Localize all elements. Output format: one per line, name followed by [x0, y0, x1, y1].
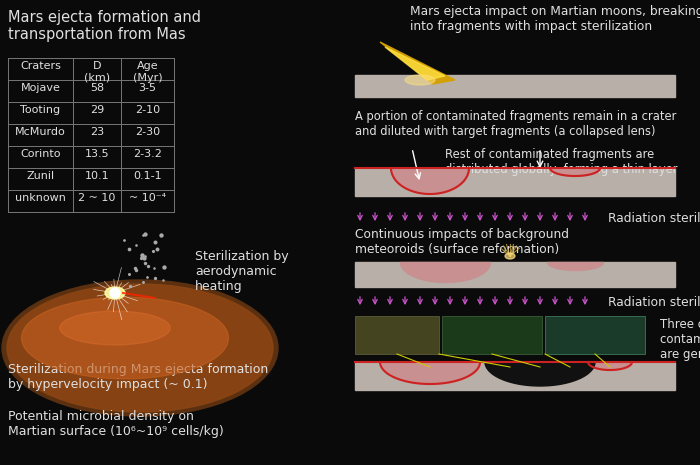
Text: Radiation sterilization: Radiation sterilization — [608, 212, 700, 225]
Ellipse shape — [7, 284, 273, 412]
Ellipse shape — [505, 253, 515, 259]
Ellipse shape — [105, 287, 125, 299]
Text: Sterilization by
aerodynamic
heating: Sterilization by aerodynamic heating — [195, 250, 288, 293]
Text: 3-5: 3-5 — [139, 83, 157, 93]
Text: 10.1: 10.1 — [85, 171, 109, 181]
Text: Mars ejecta impact on Martian moons, breaking
into fragments with impact sterili: Mars ejecta impact on Martian moons, bre… — [410, 5, 700, 33]
Circle shape — [110, 288, 120, 298]
Text: Potential microbial density on
Martian surface (10⁶~10⁹ cells/kg): Potential microbial density on Martian s… — [8, 410, 224, 438]
Bar — [355, 75, 675, 97]
Text: McMurdo: McMurdo — [15, 127, 66, 137]
Text: 29: 29 — [90, 105, 104, 115]
Text: 2-10: 2-10 — [135, 105, 160, 115]
Polygon shape — [485, 362, 595, 386]
Text: unknown: unknown — [15, 193, 66, 203]
Text: 2-30: 2-30 — [135, 127, 160, 137]
Text: 0.1-1: 0.1-1 — [133, 171, 162, 181]
Text: 23: 23 — [90, 127, 104, 137]
Text: D
(km): D (km) — [84, 61, 110, 83]
Text: Rest of contaminated fragments are
distributed globally, forming a thin layer: Rest of contaminated fragments are distr… — [445, 148, 678, 176]
FancyBboxPatch shape — [545, 316, 645, 354]
Text: A portion of contaminated fragments remain in a crater
and diluted with target f: A portion of contaminated fragments rema… — [355, 110, 676, 138]
Text: Craters: Craters — [20, 61, 61, 71]
Ellipse shape — [405, 75, 435, 85]
Ellipse shape — [2, 280, 278, 416]
Polygon shape — [380, 42, 455, 84]
Bar — [355, 362, 675, 390]
Text: 2-3.2: 2-3.2 — [133, 149, 162, 159]
Text: Sterilization during Mars ejecta formation
by hypervelocity impact (~ 0.1): Sterilization during Mars ejecta formati… — [8, 363, 268, 391]
Text: Continuous impacts of background
meteoroids (surface reformation): Continuous impacts of background meteoro… — [355, 228, 569, 256]
Text: 58: 58 — [90, 83, 104, 93]
Text: 2 ~ 10: 2 ~ 10 — [78, 193, 116, 203]
Bar — [355, 168, 675, 196]
Polygon shape — [385, 47, 445, 80]
Text: Corinto: Corinto — [20, 149, 61, 159]
Text: Zunil: Zunil — [27, 171, 55, 181]
Text: III.  Common area
(quick): III. Common area (quick) — [449, 320, 536, 342]
Text: Tooting: Tooting — [20, 105, 61, 115]
Text: 13.5: 13.5 — [85, 149, 109, 159]
Text: Radiation sterilization: Radiation sterilization — [608, 296, 700, 309]
Text: ~ 10⁻⁴: ~ 10⁻⁴ — [129, 193, 166, 203]
Ellipse shape — [60, 311, 170, 345]
FancyBboxPatch shape — [355, 316, 439, 354]
Text: II.  Shielded area
(moderate): II. Shielded area (moderate) — [554, 320, 636, 342]
Bar — [355, 262, 675, 287]
FancyBboxPatch shape — [442, 316, 542, 354]
Text: Mars ejecta formation and
transportation from Mas: Mars ejecta formation and transportation… — [8, 10, 201, 42]
Text: Three categories of
contaminated areas
are generated: Three categories of contaminated areas a… — [660, 318, 700, 361]
Text: Mojave: Mojave — [20, 83, 60, 93]
Ellipse shape — [22, 297, 228, 379]
Text: I.  Craters
(slow): I. Craters (slow) — [373, 320, 421, 342]
Text: Age
(Myr): Age (Myr) — [133, 61, 162, 83]
